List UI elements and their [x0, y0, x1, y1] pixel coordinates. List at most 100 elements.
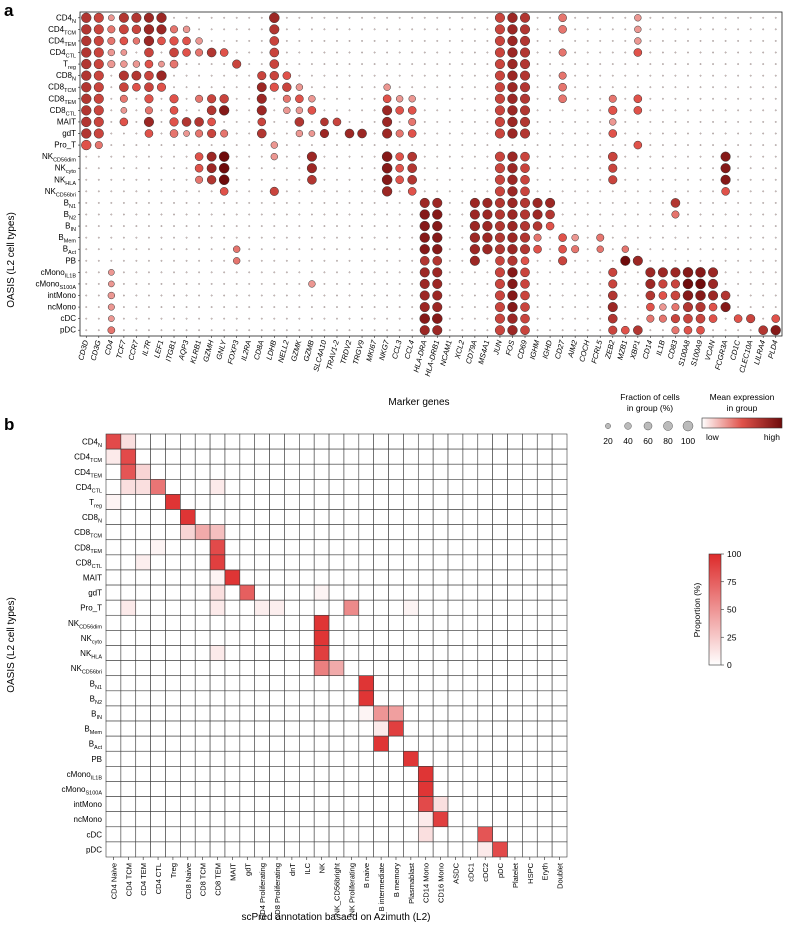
dot [81, 24, 92, 35]
dot [269, 47, 280, 58]
dot [561, 178, 564, 181]
dot [482, 244, 493, 255]
dot [599, 306, 602, 308]
dotplot-row-label: NKCD56bri [45, 187, 76, 199]
dot [382, 94, 392, 104]
heat-cell [507, 645, 523, 661]
dot [687, 74, 689, 77]
dot [749, 259, 752, 262]
colorbar-tick-label: 0 [727, 660, 732, 670]
dot [143, 12, 154, 23]
dot [336, 109, 338, 112]
heat-cell [403, 433, 419, 450]
dot [432, 290, 443, 301]
dot [285, 271, 288, 274]
heat-cell [492, 766, 508, 782]
heat-cell [194, 796, 211, 812]
heat-cell [150, 630, 166, 646]
heat-cell [447, 448, 464, 465]
dot [207, 128, 217, 139]
heat-cell [477, 539, 493, 556]
heat-cell [462, 509, 479, 525]
dot [432, 313, 443, 324]
heat-cell [462, 599, 479, 616]
dotplot-row-label: CD8TCM [48, 83, 76, 95]
dot [586, 225, 589, 227]
dot [423, 16, 426, 19]
dot [549, 329, 551, 332]
heat-cell [417, 539, 434, 556]
dot [624, 132, 627, 135]
dot [373, 178, 376, 181]
dot [633, 106, 643, 115]
heat-cell [551, 494, 568, 510]
dot [323, 329, 326, 332]
heat-cell [492, 614, 508, 631]
heat-cell [135, 463, 151, 480]
dot [198, 86, 200, 89]
heatmap-column-label: NK [318, 863, 327, 873]
dot [519, 24, 531, 35]
dot [361, 294, 363, 297]
dot [708, 290, 719, 301]
dot [549, 248, 551, 251]
dot [298, 202, 301, 204]
dot [607, 151, 618, 162]
heatmap-column-label: CD14 Mono [422, 863, 431, 903]
dot [235, 294, 238, 297]
dot [411, 86, 414, 89]
dot [311, 51, 313, 54]
dot [670, 279, 680, 289]
dot [235, 40, 238, 42]
heat-cell [328, 660, 345, 677]
dot [636, 74, 639, 77]
dot [469, 244, 481, 255]
dot [198, 16, 200, 19]
dot [536, 16, 539, 19]
dot [407, 151, 417, 162]
dot [160, 178, 163, 181]
dot [494, 59, 505, 70]
dot [624, 271, 627, 274]
dot [248, 202, 251, 204]
dot [248, 155, 251, 158]
dot [712, 16, 714, 19]
heat-cell [120, 584, 137, 601]
dot [386, 28, 388, 31]
dot [108, 269, 115, 276]
dotplot-row-label: pDC [60, 326, 76, 335]
heat-cell [477, 705, 493, 722]
heat-cell [462, 614, 479, 631]
gene-label: CD4 [103, 339, 116, 356]
dot [586, 132, 589, 135]
dot [160, 271, 163, 274]
dotplot-row-label: CD8N [56, 71, 76, 83]
dot [536, 155, 539, 158]
heat-cell [328, 690, 345, 707]
heat-cell [313, 811, 330, 828]
dot [724, 51, 727, 54]
heat-cell [447, 826, 464, 843]
dot [373, 213, 376, 216]
heat-cell [165, 675, 181, 692]
heat-cell [135, 569, 151, 586]
dot [586, 213, 589, 216]
heat-cell [135, 841, 151, 858]
dot [474, 155, 476, 158]
heat-cell [403, 735, 419, 752]
dot [545, 221, 555, 231]
heat-cell [284, 433, 300, 450]
dot [486, 86, 489, 89]
dot [536, 259, 539, 262]
dot [131, 12, 142, 23]
dot [273, 132, 276, 135]
dot [549, 155, 551, 158]
heat-cell [432, 463, 449, 480]
heat-cell [254, 750, 270, 767]
heat-cell [447, 735, 464, 752]
heat-cell [522, 690, 538, 707]
dot [110, 190, 113, 193]
dot [336, 202, 338, 204]
dot [507, 70, 518, 81]
dot [348, 155, 351, 158]
